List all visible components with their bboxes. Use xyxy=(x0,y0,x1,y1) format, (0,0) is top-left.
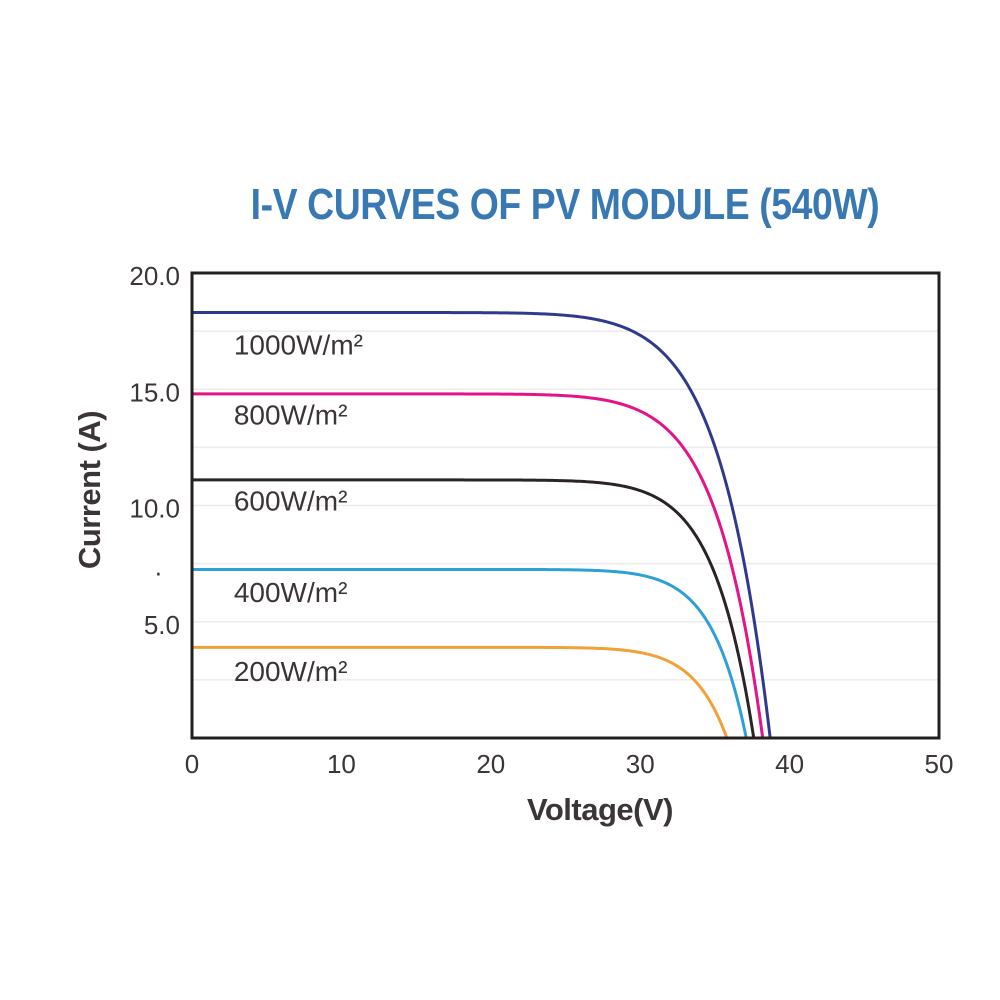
chart-title: I-V CURVES OF PV MODULE (540W) xyxy=(250,180,880,229)
curve-label-800wm: 800W/m² xyxy=(234,399,348,430)
x-tick-label-50: 50 xyxy=(925,749,954,779)
curve-200wm xyxy=(192,645,729,739)
y-tick-label-100: 10.0 xyxy=(129,494,180,524)
x-axis-title: Voltage(V) xyxy=(527,792,673,827)
y-axis-title: Current (A) xyxy=(72,411,107,569)
curve-1000wm xyxy=(192,311,772,739)
y-tick-label-150: 15.0 xyxy=(129,377,180,407)
curve-800wm xyxy=(192,392,765,739)
stray-dot-tick-label: . xyxy=(155,552,162,582)
x-tick-label-0: 0 xyxy=(185,749,199,779)
x-tick-label-30: 30 xyxy=(626,749,655,779)
curve-label-600wm: 600W/m² xyxy=(234,485,348,516)
curve-label-400wm: 400W/m² xyxy=(234,577,348,608)
y-tick-label-50: 5.0 xyxy=(144,610,180,640)
y-tick-label-200: 20.0 xyxy=(129,261,180,291)
x-tick-label-40: 40 xyxy=(775,749,804,779)
x-tick-label-10: 10 xyxy=(327,749,356,779)
curve-400wm xyxy=(192,567,748,739)
curve-label-1000wm: 1000W/m² xyxy=(234,330,363,361)
curve-label-200wm: 200W/m² xyxy=(234,656,348,687)
plot-border xyxy=(190,271,941,740)
x-tick-label-20: 20 xyxy=(476,749,505,779)
curve-600wm xyxy=(192,478,756,739)
